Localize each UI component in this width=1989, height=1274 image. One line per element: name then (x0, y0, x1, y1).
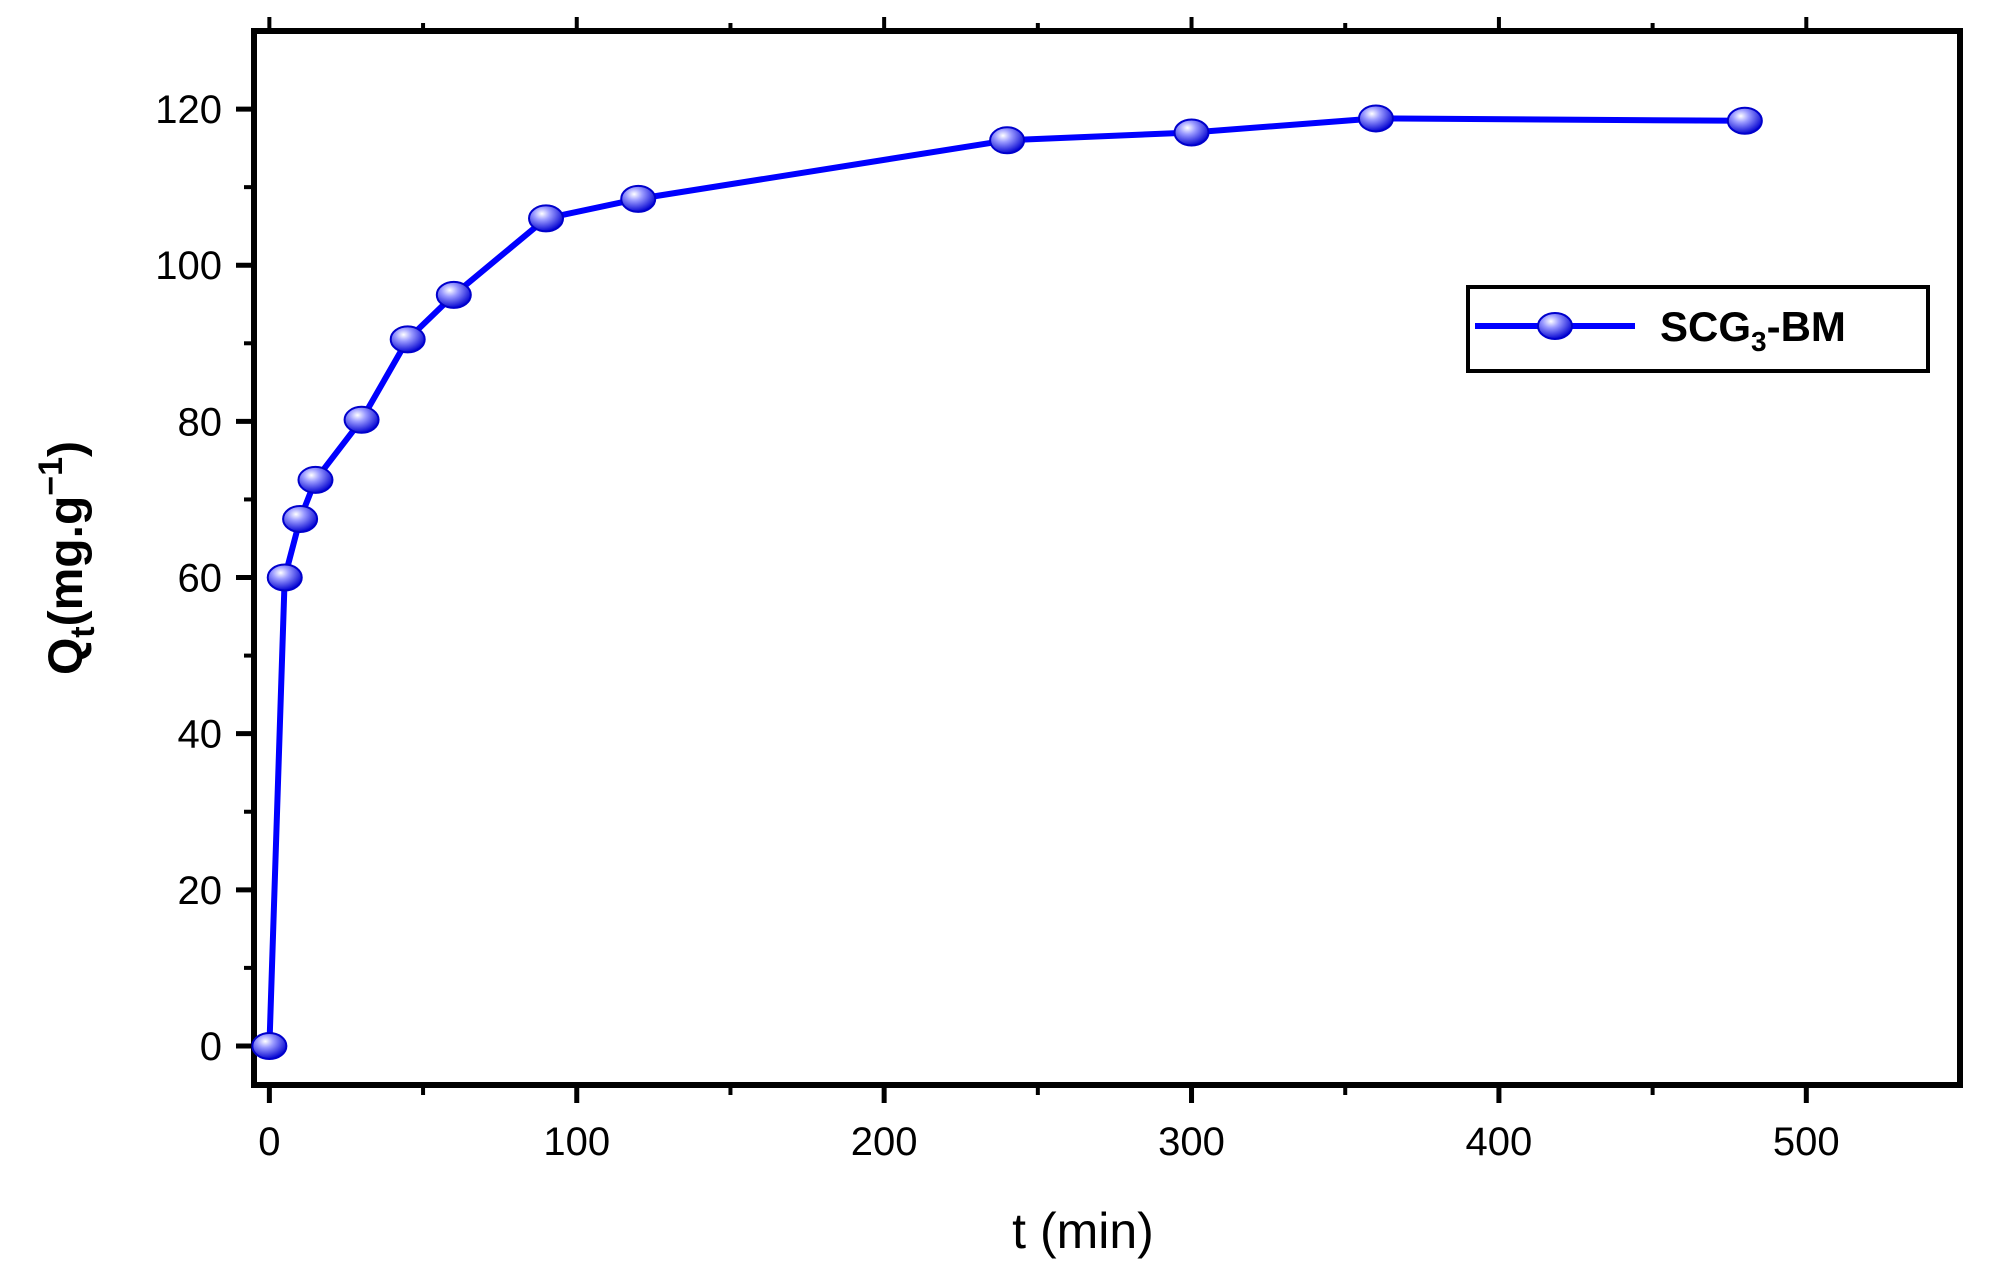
data-point (251, 1031, 288, 1060)
data-point (1726, 106, 1763, 135)
data-point (1357, 104, 1394, 133)
legend-label-main: SCG (1660, 303, 1751, 350)
legend: SCG3-BM (1466, 285, 1930, 373)
x-tick-label: 300 (1158, 1120, 1225, 1164)
data-point (389, 325, 426, 354)
y-tick-labels: 0 20 40 60 80 100 120 (155, 88, 222, 1069)
series-markers (251, 104, 1763, 1060)
data-point (343, 405, 380, 434)
data-point (620, 184, 657, 213)
x-tick-labels: 0 100 200 300 400 500 (258, 1120, 1839, 1164)
y-tick-label: 80 (178, 400, 223, 444)
x-tick-label: 0 (258, 1120, 280, 1164)
data-point (266, 563, 303, 592)
x-axis-title: t (min) (1012, 1203, 1154, 1259)
data-point (282, 504, 319, 533)
legend-label-suffix: -BM (1767, 303, 1846, 350)
x-tick-label: 500 (1773, 1120, 1840, 1164)
series-line (266, 115, 1745, 1047)
data-point (297, 465, 334, 494)
y-axis-title-main: Q (40, 638, 93, 675)
plot-frame (251, 28, 1963, 1088)
data-point (528, 204, 565, 233)
y-tick-label: 0 (200, 1025, 222, 1069)
y-axis-title-sub: t (64, 626, 102, 637)
legend-marker (1537, 312, 1573, 340)
x-tick-label: 100 (543, 1120, 610, 1164)
y-tick-label: 60 (178, 557, 223, 601)
y-axis-title-sup: −1 (32, 457, 70, 496)
x-tick-label: 200 (851, 1120, 918, 1164)
x-tick-label: 400 (1466, 1120, 1533, 1164)
y-tick-label: 40 (178, 713, 223, 757)
y-tick-label: 100 (155, 244, 222, 288)
y-axis-title-unit: (mg.g (40, 496, 93, 627)
y-tick-label: 20 (178, 869, 223, 913)
y-axis-title: Qt(mg.g−1) (32, 441, 102, 675)
data-point (1173, 118, 1210, 147)
data-point (435, 280, 472, 309)
legend-label-sub: 3 (1751, 326, 1767, 357)
data-point (989, 126, 1026, 155)
y-tick-label: 120 (155, 88, 222, 132)
legend-label: SCG3-BM (1660, 303, 1846, 357)
y-axis-title-close: ) (40, 441, 93, 457)
ticks (236, 17, 1809, 1103)
